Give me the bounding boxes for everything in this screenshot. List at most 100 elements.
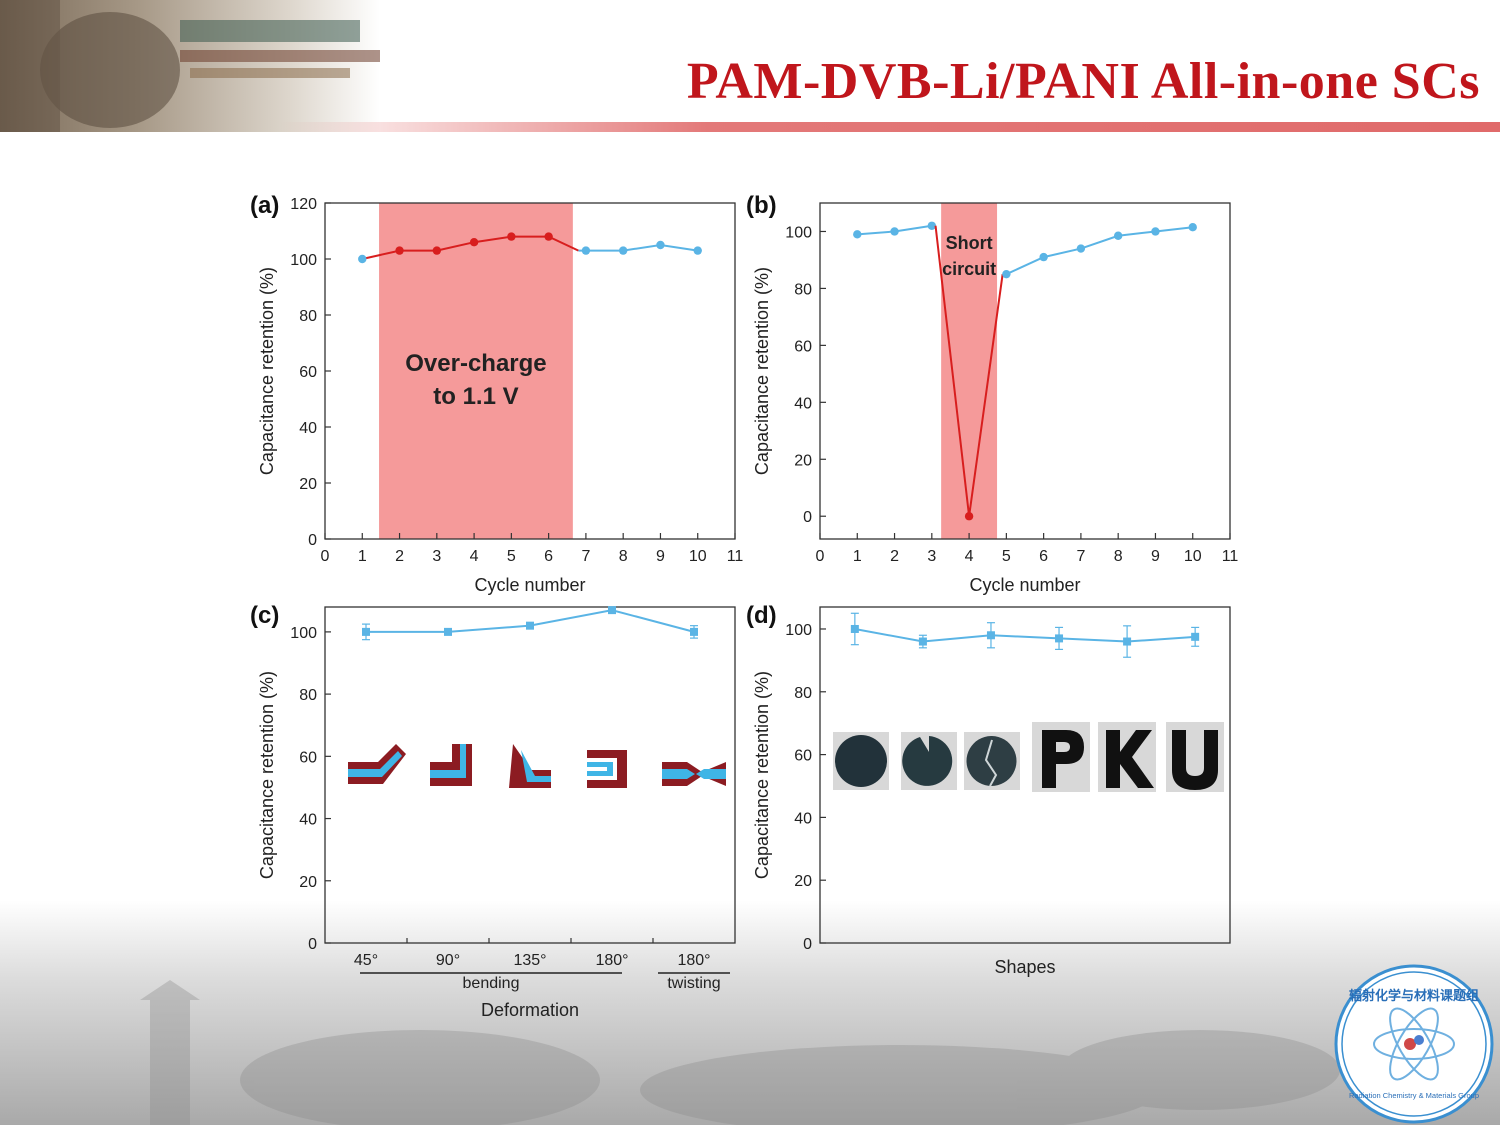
y-tick-label: 40 <box>794 395 812 412</box>
x-tick-label: 7 <box>581 548 590 565</box>
y-tick-label: 100 <box>290 625 317 642</box>
electrolyte-shape <box>587 762 613 776</box>
x-tick-label: 3 <box>927 548 936 565</box>
data-point <box>608 606 616 615</box>
x-tick-label: 9 <box>1151 548 1160 565</box>
data-point <box>693 246 702 255</box>
y-tick-label: 100 <box>785 224 812 241</box>
electrolyte-shape <box>521 750 551 782</box>
bent-45-icon <box>348 744 406 784</box>
series-line <box>854 627 1196 643</box>
x-tick-label: 5 <box>507 548 516 565</box>
data-point <box>850 624 859 633</box>
x-tick-label: 0 <box>321 548 330 565</box>
y-axis-label: Capacitance retention (%) <box>752 671 772 879</box>
highlight-label: Short <box>946 233 993 253</box>
x-tick-label: 10 <box>1184 548 1202 565</box>
deformation-illustrations <box>348 744 726 788</box>
x-tick-label: 11 <box>1222 548 1239 565</box>
electrode-shape <box>348 744 406 784</box>
data-point <box>469 238 479 247</box>
x-tick-label: 4 <box>470 548 479 565</box>
y-tick-label: 80 <box>299 687 317 704</box>
y-tick-label: 0 <box>803 936 812 953</box>
y-tick-label: 60 <box>794 748 812 765</box>
data-point <box>690 627 698 636</box>
y-tick-label: 20 <box>299 874 317 891</box>
shape-photos <box>833 722 1224 792</box>
y-axis-label: Capacitance retention (%) <box>257 671 277 879</box>
data-point <box>544 232 553 241</box>
y-axis-label: Capacitance retention (%) <box>257 267 277 475</box>
data-point <box>1002 269 1011 279</box>
x-tick-label: 10 <box>689 548 707 565</box>
data-point <box>1123 637 1132 646</box>
category-label: 90° <box>436 952 460 969</box>
panel-label: (d) <box>746 602 777 629</box>
y-tick-label: 80 <box>794 685 812 702</box>
data-point <box>507 232 516 241</box>
x-tick-label: 8 <box>1114 548 1123 565</box>
data-point <box>890 227 899 236</box>
letter-u-shape-photo <box>1172 730 1218 790</box>
data-point <box>964 512 974 521</box>
category-label: 180° <box>595 952 628 969</box>
y-tick-label: 40 <box>794 810 812 827</box>
crack-line <box>984 739 998 787</box>
x-tick-label: 6 <box>544 548 553 565</box>
data-point <box>853 230 862 239</box>
data-point <box>444 627 452 636</box>
bent-135-icon <box>509 744 551 788</box>
y-tick-label: 20 <box>794 452 812 469</box>
panel-label: (c) <box>250 602 279 629</box>
data-point <box>395 246 404 255</box>
header-photo-detail <box>0 0 380 132</box>
data-point <box>618 246 628 255</box>
bent-90-icon <box>430 744 472 786</box>
category-label: 135° <box>513 952 546 969</box>
category-label: 45° <box>354 952 378 969</box>
data-point <box>1076 244 1086 253</box>
y-tick-label: 100 <box>290 252 317 269</box>
x-tick-label: 2 <box>890 548 899 565</box>
y-tick-label: 0 <box>308 936 317 953</box>
x-tick-label: 2 <box>395 548 404 565</box>
x-tick-label: 8 <box>619 548 628 565</box>
highlight-label: circuit <box>942 259 996 279</box>
y-tick-label: 20 <box>299 476 317 493</box>
chart-panel-4: (d) 0 20 40 60 80 100 Capacitance retention (%)… <box>746 602 1231 977</box>
data-point <box>526 621 534 630</box>
category-label: 180° <box>677 952 710 969</box>
x-tick-label: 1 <box>358 548 367 565</box>
electrolyte-shape <box>430 744 466 778</box>
slide-title: PAM-DVB-Li/PANI All-in-one SCs <box>686 53 1480 110</box>
x-axis-label: Cycle number <box>969 575 1080 595</box>
data-point <box>1113 231 1123 240</box>
group-label: bending <box>463 975 520 992</box>
data-point <box>927 221 937 230</box>
y-tick-label: 100 <box>785 622 812 639</box>
y-tick-label: 80 <box>794 281 812 298</box>
data-point <box>1188 223 1197 232</box>
logo-subtext: Radiation Chemistry & Materials Group <box>1349 1091 1479 1100</box>
group-label: twisting <box>667 975 720 992</box>
data-point <box>432 246 442 255</box>
series-line <box>1005 226 1193 276</box>
data-point <box>986 631 995 640</box>
y-tick-label: 120 <box>290 196 317 213</box>
data-point <box>1055 634 1064 643</box>
bent-180-icon <box>587 750 627 788</box>
x-axis-label: Deformation <box>481 1000 579 1020</box>
electrode-shape <box>587 750 627 788</box>
letter-p-shape-photo <box>1042 730 1084 788</box>
data-point <box>1151 227 1160 236</box>
x-tick-label: 7 <box>1076 548 1085 565</box>
highlight-band <box>941 203 998 539</box>
chart-panel-3: (c) 0 20 40 60 80 100 Capacitance retention (%)… <box>250 602 736 1020</box>
y-tick-label: 0 <box>803 509 812 526</box>
data-point <box>581 246 591 255</box>
group-logo: 辐射化学与材料课题组 Radiation Chemistry & Materia… <box>1334 964 1494 1124</box>
